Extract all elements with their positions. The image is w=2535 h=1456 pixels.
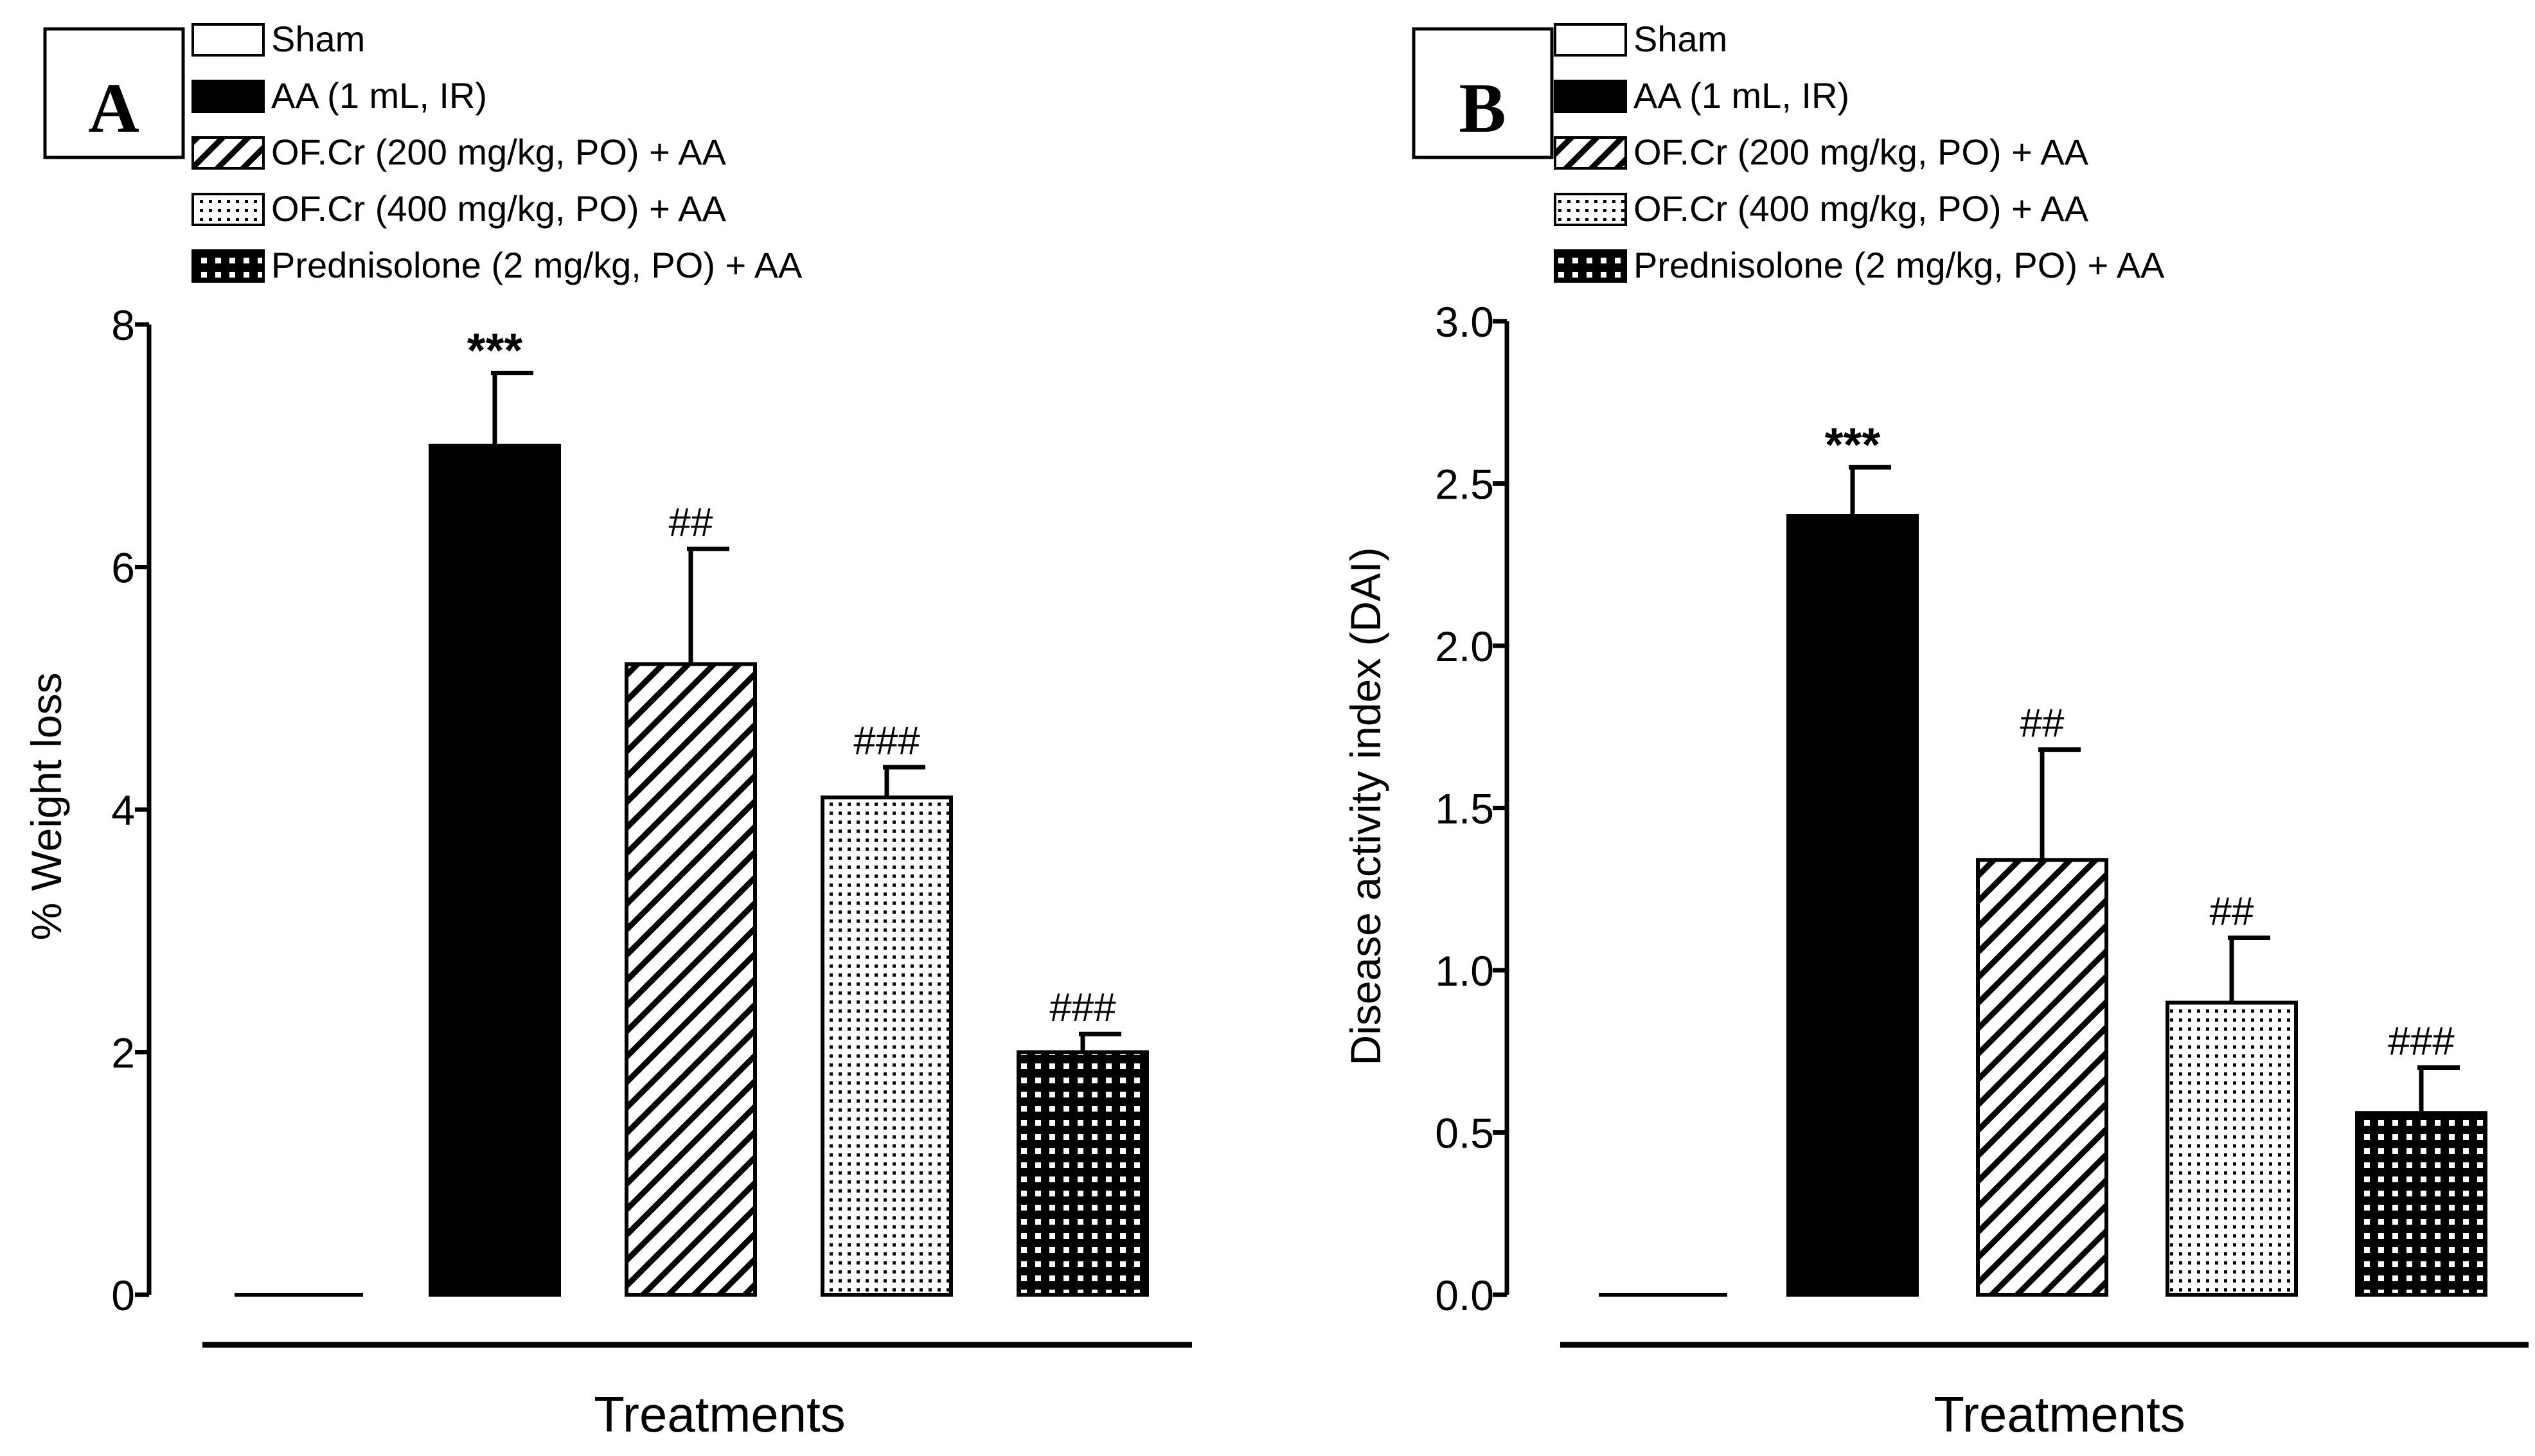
legend-entry-4: OF.Cr (400 mg/kg, PO) + AA bbox=[191, 188, 727, 229]
panel-a-bars: ***######## bbox=[235, 324, 1149, 1297]
y-tick-label: 1.5 bbox=[1435, 785, 1494, 833]
panel-b-axis: 0.0 0.5 1.0 1.5 2.0 2.5 3.0 bbox=[1435, 298, 1509, 1319]
legend-swatch-black bbox=[1554, 80, 1627, 113]
legend-label: Sham bbox=[1633, 19, 1727, 59]
legend-swatch-black bbox=[191, 80, 265, 113]
bar-2 bbox=[1786, 514, 1919, 1297]
panel-a-letter: A bbox=[88, 69, 139, 147]
legend-entry-5: Prednisolone (2 mg/kg, PO) + AA bbox=[191, 245, 803, 285]
y-tick-label: 0.5 bbox=[1435, 1110, 1494, 1157]
legend-entry-1: Sham bbox=[1554, 19, 1727, 59]
y-tick-label: 2.5 bbox=[1435, 461, 1494, 508]
bar-2 bbox=[429, 443, 561, 1297]
significance-label: ### bbox=[853, 719, 920, 763]
significance-label: ## bbox=[2020, 702, 2065, 746]
significance-label: *** bbox=[1825, 418, 1881, 471]
legend-label: OF.Cr (200 mg/kg, PO) + AA bbox=[1633, 132, 2089, 172]
panel-b-letter-box bbox=[1412, 27, 1554, 159]
significance-label: ### bbox=[2388, 1020, 2455, 1064]
significance-label: ## bbox=[669, 501, 713, 545]
panel-b-xlabel: Treatments bbox=[1934, 1386, 2185, 1443]
y-tick-label: 8 bbox=[111, 301, 135, 349]
legend-label: OF.Cr (200 mg/kg, PO) + AA bbox=[271, 132, 727, 172]
panel-a-axis: 0 2 4 6 8 bbox=[111, 301, 152, 1319]
legend-swatch-white bbox=[191, 23, 265, 57]
panel-b: B Sham AA (1 mL, IR) OF.Cr (200 mg/kg, PO)… bbox=[1342, 19, 2529, 1443]
panel-a-ylabel: % Weight loss bbox=[22, 673, 70, 941]
bar-5 bbox=[1017, 1050, 1149, 1297]
legend-label: Prednisolone (2 mg/kg, PO) + AA bbox=[271, 245, 803, 285]
bar-3 bbox=[625, 662, 757, 1297]
bar-4 bbox=[2166, 1000, 2298, 1297]
y-tick-label: 3.0 bbox=[1435, 298, 1494, 346]
legend-entry-3: OF.Cr (200 mg/kg, PO) + AA bbox=[1554, 132, 2089, 172]
panel-b-bars: ***####### bbox=[1599, 418, 2487, 1297]
legend-entry-4: OF.Cr (400 mg/kg, PO) + AA bbox=[1554, 188, 2089, 229]
bar-5 bbox=[2355, 1111, 2487, 1297]
legend-label: AA (1 mL, IR) bbox=[271, 75, 487, 116]
y-tick-label: 2.0 bbox=[1435, 623, 1494, 670]
legend-swatch-white bbox=[1554, 23, 1627, 57]
legend-swatch-hatch bbox=[1554, 136, 1627, 170]
y-tick-label: 0 bbox=[111, 1272, 135, 1319]
legend-swatch-dots-coarse bbox=[1554, 249, 1627, 283]
y-tick-label: 0.0 bbox=[1435, 1272, 1494, 1319]
panel-a-letter-box bbox=[43, 27, 185, 159]
legend-entry-2: AA (1 mL, IR) bbox=[1554, 75, 1849, 116]
panel-b-letter: B bbox=[1459, 69, 1506, 147]
bar-4 bbox=[821, 795, 953, 1297]
significance-label: ## bbox=[2210, 890, 2254, 934]
y-tick-label: 4 bbox=[111, 786, 135, 834]
legend-entry-3: OF.Cr (200 mg/kg, PO) + AA bbox=[191, 132, 727, 172]
panel-a-xlabel: Treatments bbox=[594, 1386, 846, 1443]
legend-swatch-dots-coarse bbox=[191, 249, 265, 283]
panel-a-legend: Sham AA (1 mL, IR) OF.Cr (200 mg/kg, PO) +… bbox=[191, 19, 803, 285]
significance-label: *** bbox=[467, 324, 523, 377]
legend-label: OF.Cr (400 mg/kg, PO) + AA bbox=[1633, 188, 2089, 229]
legend-label: AA (1 mL, IR) bbox=[1633, 75, 1849, 116]
significance-label: ### bbox=[1049, 986, 1116, 1030]
legend-swatch-dots-fine bbox=[1554, 193, 1627, 226]
legend-entry-5: Prednisolone (2 mg/kg, PO) + AA bbox=[1554, 245, 2165, 285]
legend-swatch-dots-fine bbox=[191, 193, 265, 226]
legend-label: Prednisolone (2 mg/kg, PO) + AA bbox=[1633, 245, 2165, 285]
legend-swatch-hatch bbox=[191, 136, 265, 170]
bar-3 bbox=[1976, 858, 2108, 1297]
panel-b-legend: Sham AA (1 mL, IR) OF.Cr (200 mg/kg, PO) +… bbox=[1554, 19, 2165, 285]
legend-entry-2: AA (1 mL, IR) bbox=[191, 75, 487, 116]
panel-a: A Sham AA (1 mL, IR) OF.Cr (200 mg/kg, PO)… bbox=[22, 19, 1192, 1443]
y-tick-label: 1.0 bbox=[1435, 947, 1494, 995]
legend-label: Sham bbox=[271, 19, 365, 59]
legend-entry-1: Sham bbox=[191, 19, 365, 59]
legend-label: OF.Cr (400 mg/kg, PO) + AA bbox=[271, 188, 727, 229]
y-tick-label: 2 bbox=[111, 1029, 135, 1077]
y-tick-label: 6 bbox=[111, 544, 135, 592]
panel-b-ylabel: Disease activity index (DAI) bbox=[1342, 547, 1389, 1066]
